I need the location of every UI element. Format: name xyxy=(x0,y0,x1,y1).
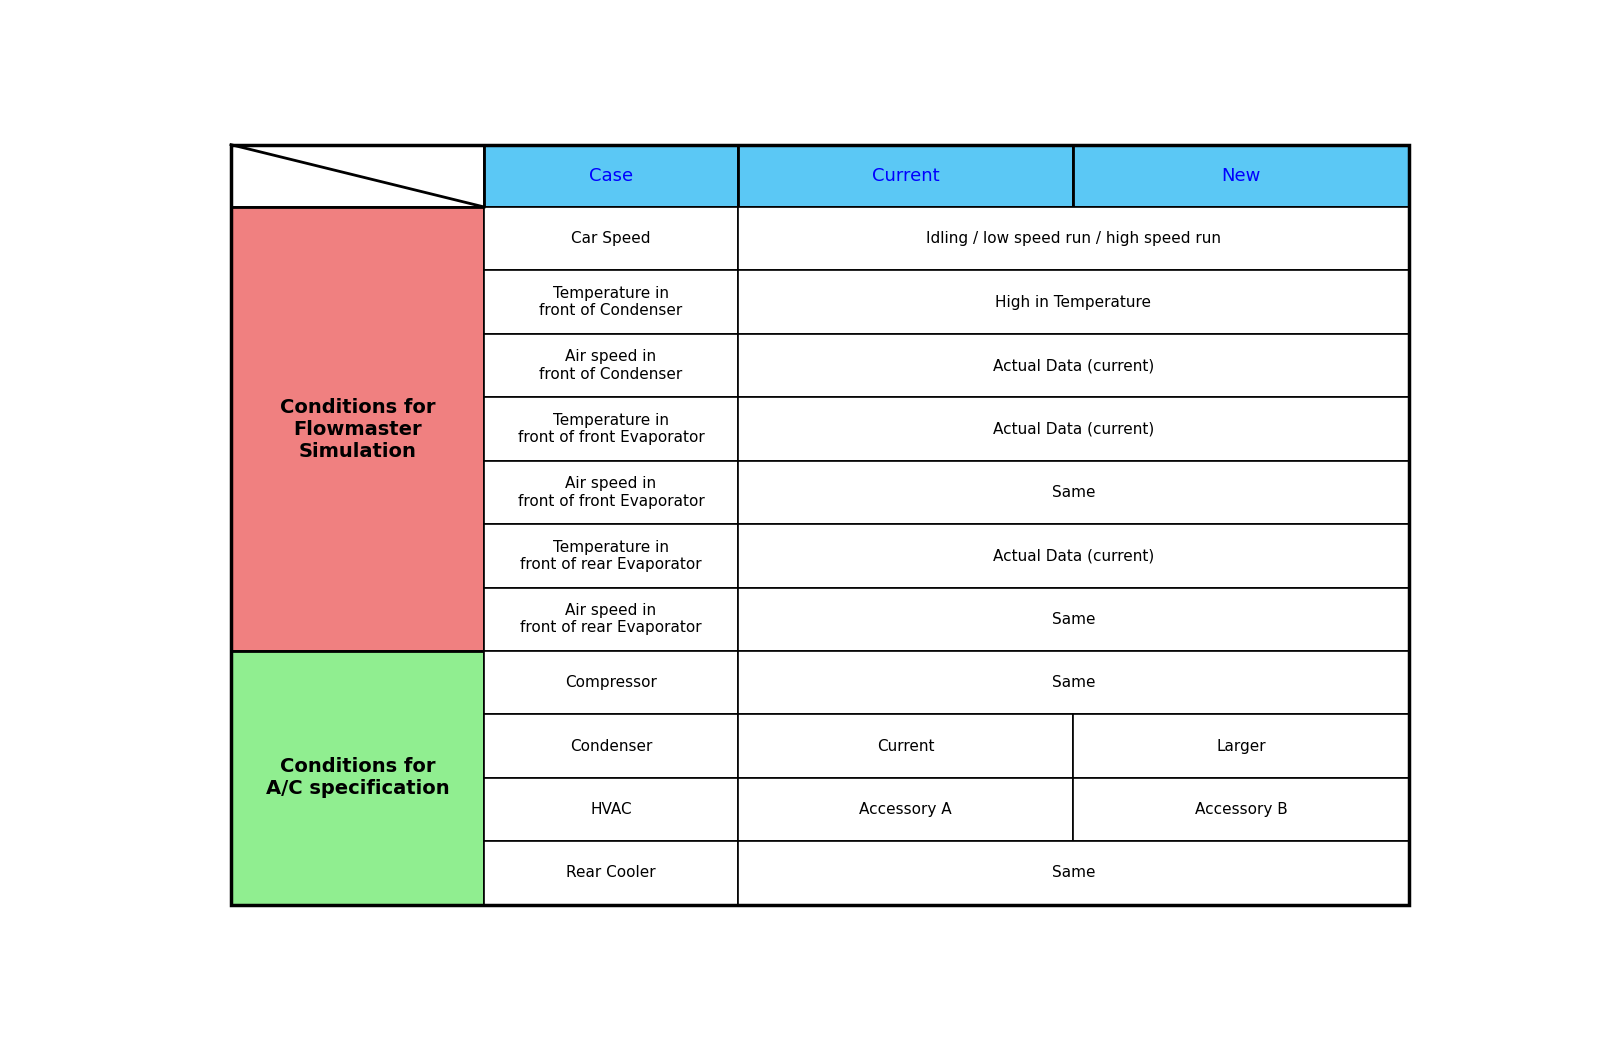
Bar xyxy=(485,842,738,905)
Bar xyxy=(738,460,1410,524)
Text: Accessory A: Accessory A xyxy=(859,802,952,817)
Text: Temperature in
front of front Evaporator: Temperature in front of front Evaporator xyxy=(517,412,704,445)
Bar xyxy=(485,144,738,207)
Bar xyxy=(230,651,485,905)
Text: Car Speed: Car Speed xyxy=(571,232,651,246)
Bar xyxy=(485,334,738,397)
Bar xyxy=(485,651,738,715)
Text: Larger: Larger xyxy=(1216,739,1266,753)
Text: Actual Data (current): Actual Data (current) xyxy=(992,549,1154,563)
Text: Air speed in
front of front Evaporator: Air speed in front of front Evaporator xyxy=(517,476,704,509)
Text: Air speed in
front of Condenser: Air speed in front of Condenser xyxy=(539,349,683,381)
Text: Current: Current xyxy=(872,167,939,185)
Text: Case: Case xyxy=(589,167,634,185)
Bar xyxy=(1074,778,1410,842)
Bar xyxy=(738,270,1410,334)
Text: Same: Same xyxy=(1051,485,1094,500)
Text: Current: Current xyxy=(877,739,934,753)
Bar xyxy=(485,270,738,334)
Text: Air speed in
front of rear Evaporator: Air speed in front of rear Evaporator xyxy=(520,603,702,636)
Bar xyxy=(485,778,738,842)
Bar xyxy=(738,651,1410,715)
Text: Conditions for
A/C specification: Conditions for A/C specification xyxy=(266,757,450,798)
Bar xyxy=(1074,715,1410,778)
Text: Actual Data (current): Actual Data (current) xyxy=(992,358,1154,373)
Text: Temperature in
front of rear Evaporator: Temperature in front of rear Evaporator xyxy=(520,539,702,572)
Text: Same: Same xyxy=(1051,612,1094,627)
Text: High in Temperature: High in Temperature xyxy=(995,295,1152,310)
Bar xyxy=(485,524,738,588)
Bar xyxy=(738,588,1410,651)
Bar xyxy=(738,842,1410,905)
Bar xyxy=(485,207,738,270)
Text: Condenser: Condenser xyxy=(570,739,653,753)
Bar xyxy=(738,397,1410,460)
Text: Rear Cooler: Rear Cooler xyxy=(566,865,656,880)
Text: Temperature in
front of Condenser: Temperature in front of Condenser xyxy=(539,286,683,318)
Text: Same: Same xyxy=(1051,865,1094,880)
Text: New: New xyxy=(1221,167,1261,185)
Bar xyxy=(738,334,1410,397)
Bar xyxy=(738,524,1410,588)
Text: Compressor: Compressor xyxy=(565,675,658,690)
Bar xyxy=(485,588,738,651)
Text: Same: Same xyxy=(1051,675,1094,690)
Text: HVAC: HVAC xyxy=(590,802,632,817)
Text: Accessory B: Accessory B xyxy=(1195,802,1288,817)
Text: Idling / low speed run / high speed run: Idling / low speed run / high speed run xyxy=(926,232,1221,246)
Text: Actual Data (current): Actual Data (current) xyxy=(992,422,1154,436)
Bar xyxy=(738,144,1074,207)
Bar xyxy=(738,778,1074,842)
Bar xyxy=(230,207,485,651)
Text: Conditions for
Flowmaster
Simulation: Conditions for Flowmaster Simulation xyxy=(280,398,435,460)
Bar xyxy=(738,715,1074,778)
Bar xyxy=(485,460,738,524)
Bar xyxy=(485,715,738,778)
Bar xyxy=(738,207,1410,270)
Bar xyxy=(485,397,738,460)
Bar xyxy=(1074,144,1410,207)
Bar xyxy=(230,144,485,207)
